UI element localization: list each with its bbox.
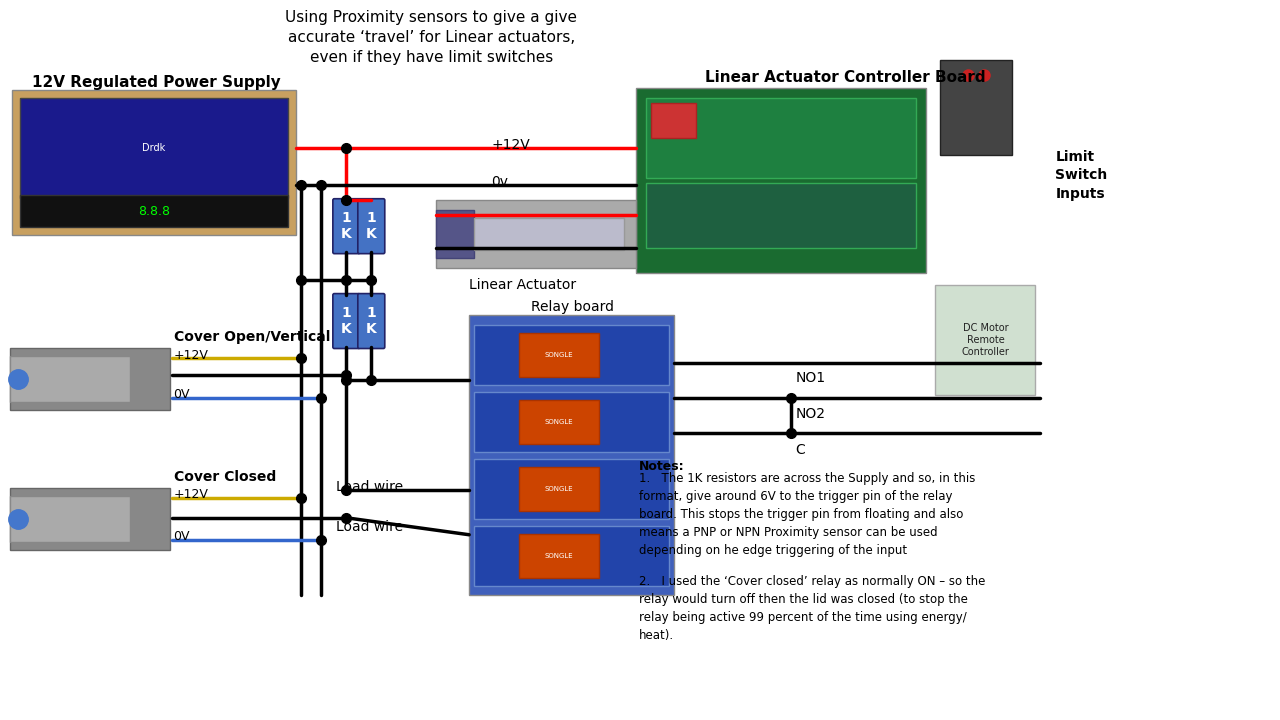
Bar <box>10 496 129 541</box>
Bar <box>936 285 1036 395</box>
Text: Load wire: Load wire <box>337 520 403 534</box>
Text: 8.8.8: 8.8.8 <box>138 204 170 217</box>
Bar <box>19 195 288 228</box>
Bar <box>474 459 669 519</box>
Text: 0V: 0V <box>174 389 189 402</box>
Bar <box>520 467 599 510</box>
Text: NO1: NO1 <box>796 371 826 385</box>
Text: Linear Actuator Controller Board: Linear Actuator Controller Board <box>705 71 986 86</box>
Bar <box>12 91 297 235</box>
Bar <box>520 534 599 577</box>
Text: +12V: +12V <box>174 348 209 361</box>
Bar <box>646 99 915 179</box>
Text: 1
K: 1 K <box>340 306 352 336</box>
Text: 2.   I used the ‘Cover closed’ relay as normally ON – so the
relay would turn of: 2. I used the ‘Cover closed’ relay as no… <box>639 575 986 642</box>
Text: 12V Regulated Power Supply: 12V Regulated Power Supply <box>32 76 282 91</box>
FancyBboxPatch shape <box>358 199 385 253</box>
Text: NO2: NO2 <box>796 407 826 421</box>
Text: 1
K: 1 K <box>366 211 376 241</box>
Bar <box>436 210 474 258</box>
Text: Linear Actuator: Linear Actuator <box>470 278 576 292</box>
Bar <box>520 400 599 444</box>
Text: 0V: 0V <box>174 530 189 544</box>
Bar <box>19 99 288 198</box>
Bar <box>470 315 673 595</box>
Text: +12V: +12V <box>492 138 530 153</box>
Bar <box>474 526 669 585</box>
Text: 1.   The 1K resistors are across the Supply and so, in this
format, give around : 1. The 1K resistors are across the Suppl… <box>639 472 975 557</box>
Text: Limit
Switch
Inputs: Limit Switch Inputs <box>1055 150 1107 201</box>
Bar <box>10 356 129 402</box>
Text: 0v: 0v <box>492 175 508 189</box>
FancyBboxPatch shape <box>333 199 360 253</box>
Text: Cover Closed: Cover Closed <box>174 470 275 484</box>
Text: DC Motor
Remote
Controller: DC Motor Remote Controller <box>961 323 1010 356</box>
Bar <box>10 348 169 410</box>
Bar <box>474 325 669 385</box>
Text: 1
K: 1 K <box>340 211 352 241</box>
Bar <box>474 218 623 250</box>
Text: Cover Open/Vertical: Cover Open/Vertical <box>174 330 330 344</box>
Bar <box>10 488 169 550</box>
Text: SONGLE: SONGLE <box>545 486 573 492</box>
Text: C: C <box>796 443 805 457</box>
Bar <box>941 60 1012 156</box>
Text: +12V: +12V <box>174 488 209 501</box>
Text: SONGLE: SONGLE <box>545 352 573 358</box>
Text: SONGLE: SONGLE <box>545 553 573 559</box>
Bar <box>636 89 925 273</box>
Text: Notes:: Notes: <box>639 460 685 473</box>
Text: SONGLE: SONGLE <box>545 419 573 425</box>
Bar <box>474 392 669 452</box>
Text: Load wire: Load wire <box>337 480 403 494</box>
Text: 1
K: 1 K <box>366 306 376 336</box>
Bar <box>520 333 599 377</box>
Bar <box>646 184 915 248</box>
FancyBboxPatch shape <box>358 294 385 348</box>
Text: Using Proximity sensors to give a give
accurate ‘travel’ for Linear actuators,
e: Using Proximity sensors to give a give a… <box>285 11 577 65</box>
Bar <box>436 200 636 268</box>
Text: Relay board: Relay board <box>531 300 614 314</box>
FancyBboxPatch shape <box>333 294 360 348</box>
Text: Drdk: Drdk <box>142 143 165 153</box>
Bar <box>652 104 696 138</box>
